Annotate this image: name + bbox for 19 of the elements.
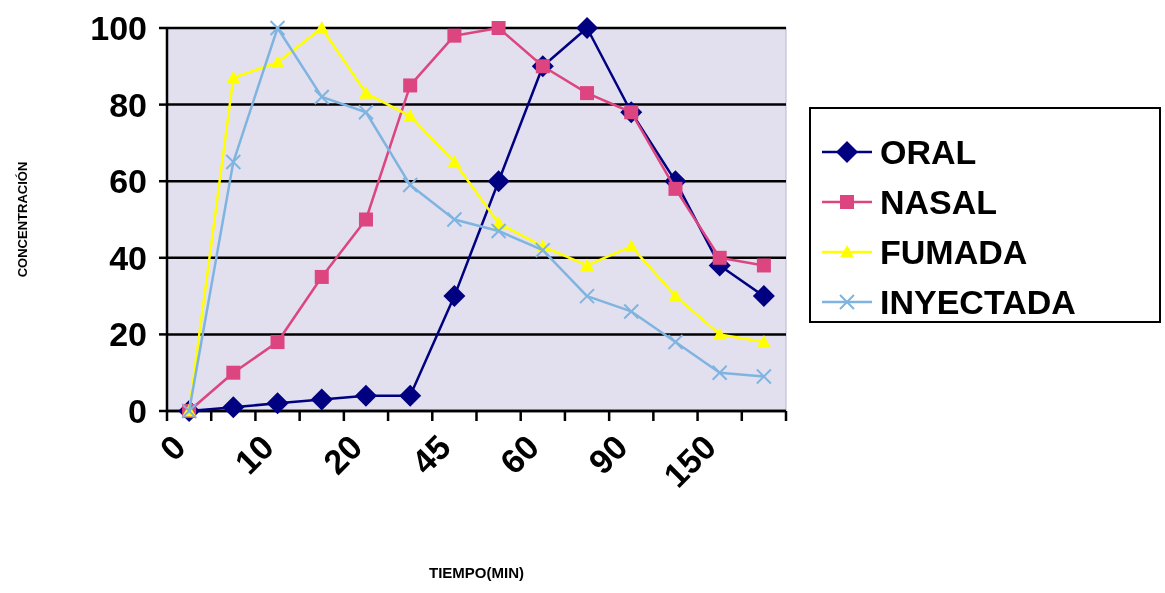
x-tick-label: 90 [581, 427, 635, 482]
y-tick-label: 40 [109, 238, 147, 277]
y-tick-label: 80 [109, 85, 147, 124]
y-tick-label: 0 [128, 391, 147, 430]
y-tick-label: 60 [109, 162, 147, 201]
legend-label: INYECTADA [880, 282, 1076, 321]
x-tick-label: 0 [152, 427, 193, 468]
y-axis-title: CONCENTRACIÓN [15, 161, 30, 278]
y-tick-label: 100 [90, 8, 147, 47]
legend-label: ORAL [880, 132, 977, 171]
x-tick-label: 150 [656, 427, 724, 495]
x-tick-label: 10 [227, 427, 281, 482]
legend-label: NASAL [880, 182, 998, 221]
x-tick-label: 60 [492, 427, 547, 482]
y-tick-label: 20 [109, 315, 147, 354]
legend-label: FUMADA [880, 232, 1028, 271]
x-tick-label: 45 [404, 427, 458, 482]
x-tick-label: 20 [315, 427, 370, 482]
x-axis-title: TIEMPO(MIN) [429, 564, 524, 581]
